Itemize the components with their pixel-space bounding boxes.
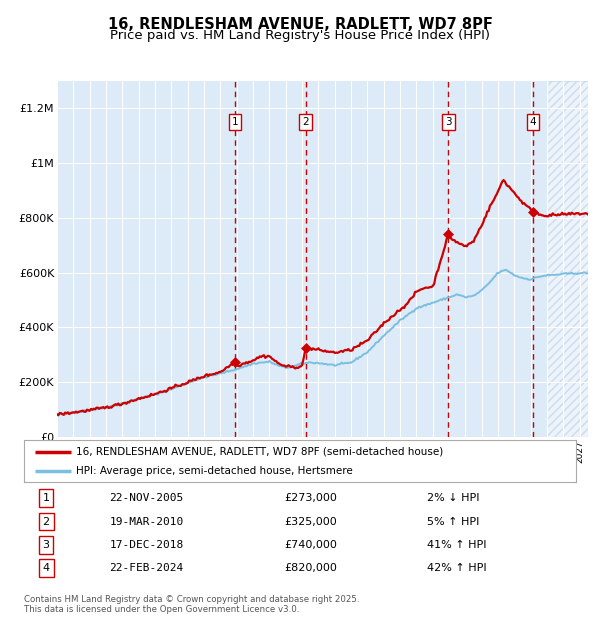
Text: 19-MAR-2010: 19-MAR-2010	[110, 516, 184, 526]
Bar	[547, 81, 588, 437]
Text: 4: 4	[43, 563, 50, 573]
Text: 1: 1	[43, 494, 50, 503]
Bar	[547, 81, 588, 437]
Text: 3: 3	[445, 117, 452, 126]
Text: 3: 3	[43, 540, 50, 550]
Text: 2: 2	[43, 516, 50, 526]
Text: Price paid vs. HM Land Registry's House Price Index (HPI): Price paid vs. HM Land Registry's House …	[110, 30, 490, 42]
Bar	[57, 81, 547, 437]
Text: £273,000: £273,000	[284, 494, 337, 503]
Text: 17-DEC-2018: 17-DEC-2018	[110, 540, 184, 550]
Text: 22-FEB-2024: 22-FEB-2024	[110, 563, 184, 573]
Text: 1: 1	[232, 117, 238, 126]
Text: 22-NOV-2005: 22-NOV-2005	[110, 494, 184, 503]
Text: Contains HM Land Registry data © Crown copyright and database right 2025.
This d: Contains HM Land Registry data © Crown c…	[24, 595, 359, 614]
Text: £820,000: £820,000	[284, 563, 337, 573]
Text: 16, RENDLESHAM AVENUE, RADLETT, WD7 8PF: 16, RENDLESHAM AVENUE, RADLETT, WD7 8PF	[107, 17, 493, 32]
Text: HPI: Average price, semi-detached house, Hertsmere: HPI: Average price, semi-detached house,…	[76, 466, 353, 476]
Text: 4: 4	[530, 117, 536, 126]
Text: 2: 2	[302, 117, 309, 126]
Text: 5% ↑ HPI: 5% ↑ HPI	[427, 516, 479, 526]
Text: 41% ↑ HPI: 41% ↑ HPI	[427, 540, 487, 550]
Text: £325,000: £325,000	[284, 516, 337, 526]
Text: 42% ↑ HPI: 42% ↑ HPI	[427, 563, 487, 573]
Text: 2% ↓ HPI: 2% ↓ HPI	[427, 494, 479, 503]
Text: £740,000: £740,000	[284, 540, 337, 550]
Text: 16, RENDLESHAM AVENUE, RADLETT, WD7 8PF (semi-detached house): 16, RENDLESHAM AVENUE, RADLETT, WD7 8PF …	[76, 446, 443, 456]
